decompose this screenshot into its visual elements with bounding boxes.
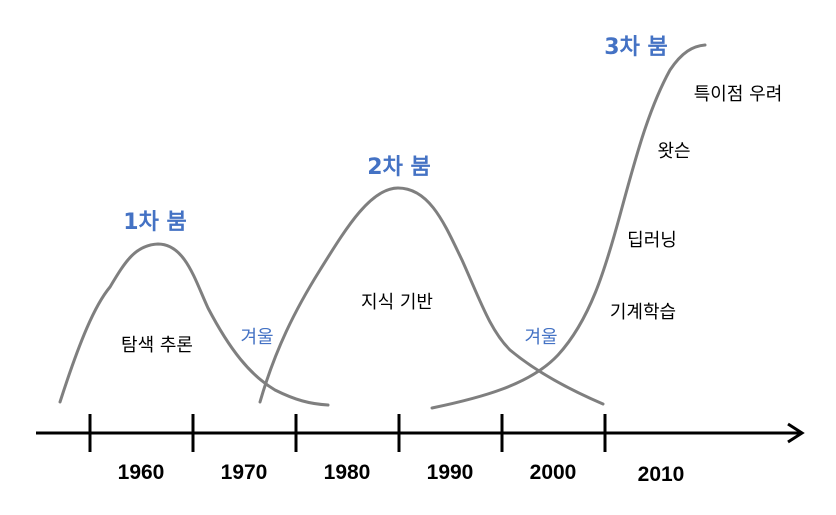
watson-label: 왓슨 bbox=[657, 141, 690, 162]
third-boom-curve bbox=[430, 43, 707, 410]
first-boom-label: 1차 붐 bbox=[123, 210, 186, 235]
second-boom-curve bbox=[258, 186, 605, 406]
search-reasoning-label: 탐색 추론 bbox=[121, 335, 193, 356]
year-label-2010: 2010 bbox=[638, 463, 685, 486]
first-boom-curve bbox=[58, 242, 330, 407]
first-winter-label: 겨울 bbox=[240, 327, 273, 348]
year-label-1980: 1980 bbox=[324, 461, 371, 484]
machine-learning-label: 기계학습 bbox=[610, 302, 676, 323]
third-boom-label: 3차 붐 bbox=[604, 35, 667, 60]
timeline-arrowhead bbox=[787, 422, 805, 444]
second-winter-label: 겨울 bbox=[524, 327, 557, 348]
singularity-concern-label: 특이점 우려 bbox=[694, 84, 783, 105]
second-boom-label: 2차 붐 bbox=[367, 155, 430, 180]
year-label-1970: 1970 bbox=[221, 461, 268, 484]
year-label-1990: 1990 bbox=[427, 461, 474, 484]
year-label-1960: 1960 bbox=[118, 461, 165, 484]
knowledge-based-label: 지식 기반 bbox=[361, 292, 433, 313]
deep-learning-label: 딥러닝 bbox=[627, 230, 677, 251]
year-label-2000: 2000 bbox=[530, 461, 577, 484]
